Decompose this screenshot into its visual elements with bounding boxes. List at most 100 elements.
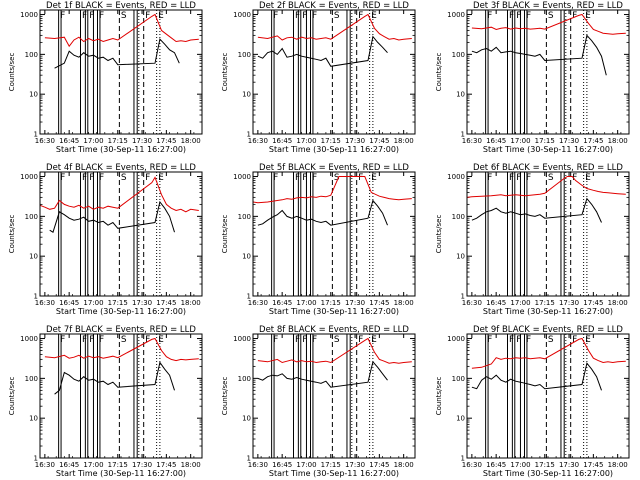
marker-label: F bbox=[273, 335, 278, 345]
marker-label: F bbox=[516, 11, 521, 21]
y-tick-label: 1 bbox=[247, 131, 251, 139]
marker-label: E bbox=[585, 11, 591, 21]
y-tick-label: 1 bbox=[247, 293, 251, 301]
y-tick-label: 1 bbox=[34, 455, 38, 463]
x-tick-label: 17:15 bbox=[321, 299, 341, 307]
x-tick-label: 17:00 bbox=[296, 137, 316, 145]
marker-label: F bbox=[572, 11, 577, 21]
x-tick-label: 16:30 bbox=[248, 461, 268, 469]
x-tick-label: 17:45 bbox=[156, 461, 176, 469]
x-tick-label: 18:00 bbox=[608, 461, 628, 469]
x-tick-label: 17:30 bbox=[132, 299, 152, 307]
x-tick-label: 16:45 bbox=[272, 137, 292, 145]
marker-label: F bbox=[312, 335, 317, 345]
marker-label: F bbox=[487, 335, 492, 345]
y-tick-label: 1 bbox=[34, 131, 38, 139]
marker-label: F bbox=[487, 173, 492, 183]
lld-series-line bbox=[39, 176, 199, 213]
x-tick-label: 16:30 bbox=[35, 461, 55, 469]
marker-label: F bbox=[358, 173, 363, 183]
y-axis-label: Counts/sec bbox=[8, 53, 16, 92]
y-tick-label: 1000 bbox=[233, 173, 251, 181]
marker-label: F bbox=[487, 11, 492, 21]
detector-panel: Det 5f BLACK = Events, RED = LLD Counts/s… bbox=[221, 163, 416, 316]
y-tick-label: 10 bbox=[456, 253, 465, 261]
x-axis-label: Start Time (30-Sep-11 16:27:00) bbox=[483, 307, 613, 316]
events-series-line bbox=[471, 34, 607, 76]
marker-label: F bbox=[82, 173, 87, 183]
x-tick-label: 16:30 bbox=[35, 299, 55, 307]
marker-label: F bbox=[145, 11, 150, 21]
marker-label: F bbox=[302, 173, 307, 183]
x-tick-label: 17:15 bbox=[535, 137, 555, 145]
y-tick-label: 1000 bbox=[447, 173, 465, 181]
lld-series-line bbox=[471, 337, 626, 369]
x-tick-label: 17:00 bbox=[510, 461, 530, 469]
x-tick-label: 17:00 bbox=[83, 461, 103, 469]
y-axis-label: Counts/sec bbox=[221, 53, 229, 92]
marker-label: F bbox=[509, 173, 514, 183]
y-tick-label: 100 bbox=[25, 51, 38, 59]
x-tick-label: 17:00 bbox=[83, 137, 103, 145]
x-tick-label: 17:30 bbox=[132, 461, 152, 469]
x-axis-label: Start Time (30-Sep-11 16:27:00) bbox=[483, 145, 613, 154]
events-series-line bbox=[54, 38, 180, 69]
y-tick-label: 1 bbox=[461, 455, 465, 463]
y-tick-label: 1 bbox=[34, 293, 38, 301]
y-tick-label: 1000 bbox=[233, 11, 251, 19]
y-tick-label: 10 bbox=[242, 415, 251, 423]
lld-series-line bbox=[44, 13, 199, 48]
y-tick-label: 100 bbox=[452, 51, 465, 59]
marker-label: F bbox=[89, 173, 94, 183]
detector-panel: Det 4f BLACK = Events, RED = LLD Counts/s… bbox=[8, 163, 203, 316]
x-tick-label: 18:00 bbox=[394, 299, 414, 307]
marker-label: S bbox=[334, 11, 340, 21]
events-series-line bbox=[54, 361, 175, 395]
x-tick-label: 17:45 bbox=[369, 137, 389, 145]
x-tick-label: 16:45 bbox=[272, 461, 292, 469]
events-series-line bbox=[257, 35, 388, 67]
y-tick-label: 100 bbox=[25, 213, 38, 221]
lld-series-line bbox=[471, 13, 626, 35]
marker-label: E bbox=[371, 173, 377, 183]
x-tick-label: 17:00 bbox=[296, 461, 316, 469]
x-axis-label: Start Time (30-Sep-11 16:27:00) bbox=[483, 469, 613, 478]
x-axis-label: Start Time (30-Sep-11 16:27:00) bbox=[56, 145, 186, 154]
marker-label: F bbox=[99, 335, 104, 345]
y-tick-label: 1000 bbox=[20, 335, 38, 343]
x-tick-label: 17:00 bbox=[510, 299, 530, 307]
x-tick-label: 16:30 bbox=[248, 299, 268, 307]
x-tick-label: 17:30 bbox=[345, 299, 365, 307]
plot-frame bbox=[466, 9, 630, 135]
marker-label: F bbox=[145, 335, 150, 345]
marker-label: F bbox=[302, 11, 307, 21]
x-tick-label: 16:45 bbox=[59, 137, 79, 145]
y-tick-label: 100 bbox=[238, 51, 251, 59]
marker-label: F bbox=[89, 11, 94, 21]
x-tick-label: 18:00 bbox=[608, 299, 628, 307]
marker-label: S bbox=[334, 173, 340, 183]
marker-label: F bbox=[526, 11, 531, 21]
x-tick-label: 17:45 bbox=[369, 299, 389, 307]
x-axis-label: Start Time (30-Sep-11 16:27:00) bbox=[56, 469, 186, 478]
x-tick-label: 17:45 bbox=[583, 299, 603, 307]
marker-label: F bbox=[358, 11, 363, 21]
x-tick-label: 18:00 bbox=[181, 461, 201, 469]
x-tick-label: 17:30 bbox=[132, 137, 152, 145]
marker-label: S bbox=[121, 173, 127, 183]
marker-label: F bbox=[82, 11, 87, 21]
plot-frame bbox=[466, 333, 630, 459]
marker-label: E bbox=[158, 173, 164, 183]
marker-label: E bbox=[371, 335, 377, 345]
plot-frame bbox=[252, 9, 416, 135]
x-tick-label: 17:45 bbox=[156, 137, 176, 145]
x-tick-label: 16:45 bbox=[59, 461, 79, 469]
y-axis-label: Counts/sec bbox=[435, 377, 443, 416]
y-tick-label: 10 bbox=[29, 415, 38, 423]
y-tick-label: 1 bbox=[461, 131, 465, 139]
y-tick-label: 10 bbox=[456, 91, 465, 99]
y-tick-label: 100 bbox=[452, 213, 465, 221]
marker-label: F bbox=[509, 11, 514, 21]
y-tick-label: 100 bbox=[452, 375, 465, 383]
